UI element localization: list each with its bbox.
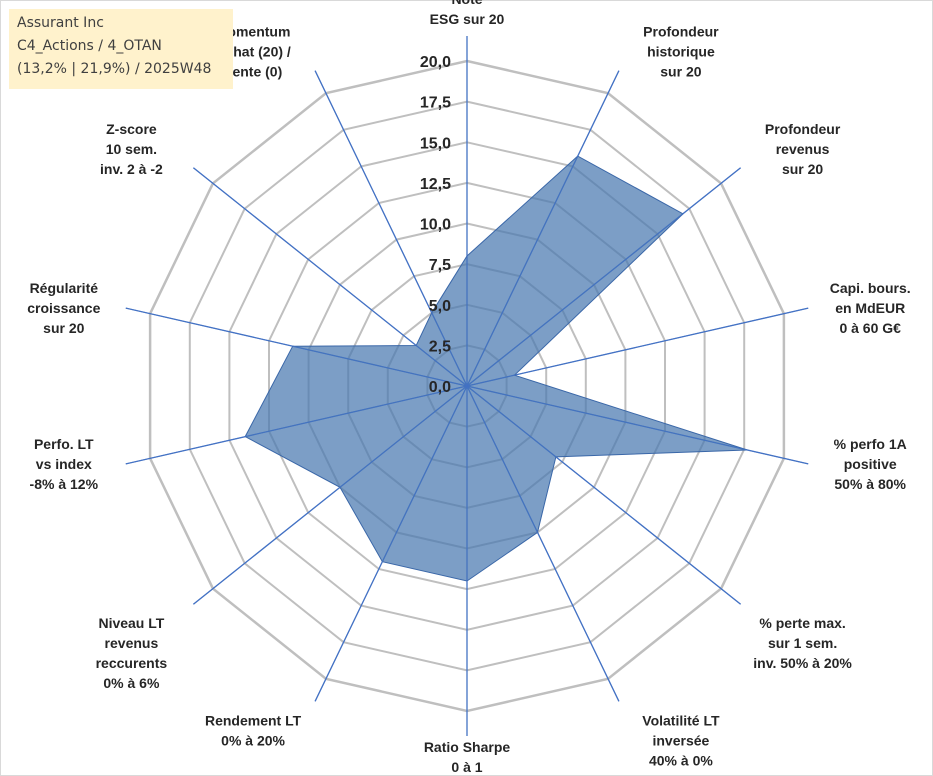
tick-label: 10,0	[420, 217, 451, 234]
axis-label: Momentum Achat (20) / Vente (0)	[215, 24, 291, 80]
axis-label: Z-score 10 sem. inv. 2 à -2	[100, 121, 163, 177]
tick-label: 5,0	[429, 298, 451, 315]
axis-spoke-overlay	[314, 70, 468, 387]
info-box: Assurant Inc C4_Actions / 4_OTAN (13,2% …	[9, 9, 233, 89]
axis-label: % perfo 1A positive 50% à 80%	[834, 436, 907, 492]
tick-label: 15,0	[420, 135, 451, 152]
tick-label: 7,5	[429, 257, 451, 274]
axis-spoke-overlay	[466, 307, 809, 387]
tick-label: 17,5	[420, 95, 451, 112]
axis-spoke-overlay	[125, 385, 468, 465]
axis-spoke-overlay	[314, 385, 468, 702]
axis-spoke-overlay	[466, 70, 620, 387]
company-name: Assurant Inc	[17, 15, 104, 31]
category-label: C4_Actions / 4_OTAN	[17, 38, 162, 54]
data-series-area	[244, 155, 748, 582]
axis-label: NoteESG sur 20	[430, 0, 505, 27]
axis-label: Perfo. LT vs index -8% à 12%	[30, 436, 99, 492]
tick-label: 0,0	[429, 379, 451, 396]
tick-label: 2,5	[429, 338, 451, 355]
axis-spoke-overlay	[193, 385, 468, 605]
axis-spoke-overlay	[466, 385, 741, 605]
axis-label: Régularité croissance sur 20	[27, 280, 100, 336]
performance-label: (13,2% | 21,9%) / 2025W48	[17, 61, 212, 77]
axis-spoke-overlay	[466, 385, 809, 465]
axis-spoke-overlay	[125, 307, 468, 387]
axis-spoke-overlay	[466, 385, 620, 702]
axis-label: Ratio Sharpe 0 à 1	[424, 739, 511, 775]
axis-label: Capi. bours. en MdEUR 0 à 60 G€	[830, 280, 911, 336]
axis-spoke-overlay	[466, 167, 741, 387]
tick-label: 12,5	[420, 176, 451, 193]
axis-label: Profondeur revenus sur 20	[765, 121, 841, 177]
axis-label: % perte max. sur 1 sem. inv. 50% à 20%	[753, 615, 852, 671]
axis-label: Volatilité LT inversée 40% à 0%	[642, 712, 720, 768]
axis-spoke-overlay	[193, 167, 468, 387]
axis-label: Profondeur historique sur 20	[643, 24, 719, 80]
axis-label: Rendement LT 0% à 20%	[205, 712, 302, 748]
tick-label: 20,0	[420, 54, 451, 71]
axis-label: Niveau LT revenus reccurents 0% à 6%	[96, 615, 168, 691]
